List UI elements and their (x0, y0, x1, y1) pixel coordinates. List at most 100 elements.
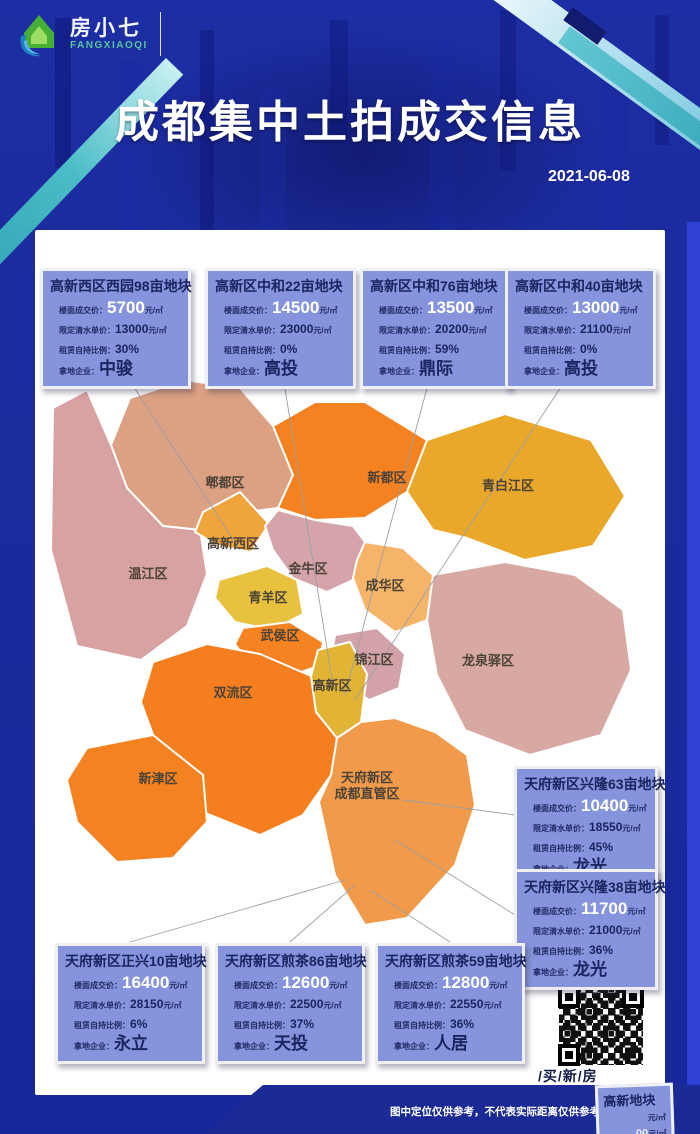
floor-price-label: 楼面成交价： (59, 306, 107, 315)
limit-price-value: 23000 (280, 321, 314, 336)
limit-price-unit: 元/㎡ (163, 1000, 182, 1010)
limit-price-label: 限定清水单价： (224, 325, 280, 335)
limit-price-unit: 元/㎡ (323, 1000, 342, 1010)
logo-text-zh: 房小七 (70, 16, 142, 40)
land-plot-card: 天府新区兴隆38亩地块 楼面成交价：11700元/㎡ 限定清水单价：21000元… (514, 869, 666, 991)
limit-price-unit: 元/㎡ (622, 823, 641, 833)
limit-price-unit: 元/㎡ (483, 1000, 502, 1010)
floor-price-label: 楼面成交价： (533, 907, 581, 916)
company-label: 拿地企业： (224, 367, 264, 377)
self-hold-ratio-label: 租赁自持比例： (234, 1020, 290, 1030)
company-label: 拿地企业： (234, 1042, 274, 1052)
brand-logo: 房小七 FANGXIAOQI (16, 8, 161, 60)
self-hold-ratio-value: 37% (290, 1016, 315, 1031)
floor-price-unit: 元/㎡ (169, 981, 188, 990)
limit-price-value: 18550 (589, 819, 623, 834)
company-label: 拿地企业： (74, 1042, 114, 1052)
plot-title: 天府新区兴隆63亩地块 (524, 776, 666, 792)
floor-price-unit: 元/㎡ (474, 306, 493, 315)
district-label-longquanyi: 龙泉驿区 (462, 653, 514, 668)
limit-price-label: 限定清水单价： (524, 325, 580, 335)
land-plot-card: 天府新区正兴10亩地块 楼面成交价：16400元/㎡ 限定清水单价：28150元… (55, 943, 207, 1065)
floor-price-value: 13000 (572, 298, 620, 317)
company-value: 高投 (264, 359, 298, 379)
plot-title: 天府新区正兴10亩地块 (65, 953, 207, 969)
floor-price-value: 13500 (427, 298, 475, 317)
land-plot-card: 天府新区兴隆63亩地块 楼面成交价：10400元/㎡ 限定清水单价：18550元… (514, 766, 666, 888)
self-hold-ratio-value: 6% (130, 1016, 148, 1031)
floor-price-value: 16400 (122, 973, 170, 992)
self-hold-ratio-label: 租赁自持比例： (533, 946, 589, 956)
company-value: 永立 (114, 1034, 148, 1054)
self-hold-ratio-value: 30% (115, 341, 140, 356)
house-logo-icon (20, 15, 54, 57)
district-label-xinjin: 新津区 (138, 771, 177, 786)
limit-price-label: 限定清水单价： (234, 1000, 290, 1010)
plot-title: 高新西区西园98亩地块 (50, 278, 192, 294)
plot-title: 高新区中和22亩地块 (215, 278, 343, 294)
company-value: 鼎际 (419, 359, 453, 379)
limit-price-label: 限定清水单价： (533, 823, 589, 833)
district-label-pidu: 郫都区 (205, 475, 244, 490)
limit-price-label: 限定清水单价： (533, 926, 589, 936)
floor-price-unit: 元/㎡ (619, 306, 638, 315)
floor-price-label: 楼面成交价： (394, 981, 442, 990)
company-label: 拿地企业： (533, 968, 573, 978)
company-value: 人居 (434, 1034, 468, 1054)
self-hold-ratio-value: 36% (589, 942, 614, 957)
district-label-gaoxinxi: 高新西区 (207, 536, 259, 551)
floor-price-label: 楼面成交价： (74, 981, 122, 990)
qr-code (556, 984, 646, 1068)
floor-price-label: 楼面成交价： (533, 804, 581, 813)
district-label-wenjiang: 温江区 (128, 566, 167, 581)
limit-price-label: 限定清水单价： (59, 325, 115, 335)
plot-title: 高新地块 (603, 1092, 656, 1110)
self-hold-ratio-label: 租赁自持比例： (224, 345, 280, 355)
self-hold-ratio-label: 租赁自持比例： (533, 843, 589, 853)
company-value: 中骏 (99, 359, 133, 379)
limit-fragment: 00元/㎡ (604, 1127, 667, 1134)
floor-price-label: 楼面成交价： (524, 306, 572, 315)
self-hold-ratio-value: 0% (280, 341, 298, 356)
land-plot-card: 高新区中和76亩地块 楼面成交价：13500元/㎡ 限定清水单价：20200元/… (360, 268, 511, 390)
district-label-jinniu: 金牛区 (287, 561, 327, 576)
limit-fragment-number: 00 (635, 1127, 649, 1134)
district-label-xindu: 新都区 (367, 470, 406, 485)
district-label-chenghua: 成华区 (365, 578, 404, 593)
plot-title: 天府新区煎茶86亩地块 (225, 953, 367, 969)
company-value: 高投 (564, 359, 598, 379)
floor-price-unit: 元/㎡ (627, 907, 646, 916)
floor-price-value: 11700 (581, 899, 628, 918)
floor-price-value: 10400 (581, 796, 629, 815)
self-hold-ratio-label: 租赁自持比例： (59, 345, 115, 355)
self-hold-ratio-value: 59% (435, 341, 460, 356)
page-title: 成都集中土拍成交信息 (115, 98, 585, 147)
floor-price-unit: 元/㎡ (329, 981, 348, 990)
limit-price-unit: 元/㎡ (468, 325, 487, 335)
plot-title: 天府新区煎茶59亩地块 (385, 953, 527, 969)
limit-price-unit: 元/㎡ (622, 926, 641, 936)
self-hold-ratio-label: 租赁自持比例： (394, 1020, 450, 1030)
floor-price-unit: 元/㎡ (319, 306, 338, 315)
self-hold-ratio-label: 租赁自持比例： (524, 345, 580, 355)
floor-price-value: 5700 (107, 298, 145, 317)
floor-price-unit: 元/㎡ (489, 981, 508, 990)
limit-price-value: 20200 (435, 321, 469, 336)
plot-title: 天府新区兴隆38亩地块 (524, 879, 666, 895)
floor-price-label: 楼面成交价： (224, 306, 272, 315)
limit-price-unit: 元/㎡ (313, 325, 332, 335)
logo-text-en: FANGXIAOQI (70, 39, 148, 51)
disclaimer-text: 图中定位仅供参考，不代表实际距离仅供参考实际距离 (390, 1106, 642, 1118)
self-hold-ratio-label: 租赁自持比例： (74, 1020, 130, 1030)
limit-price-label: 限定清水单价： (379, 325, 435, 335)
floor-price-value: 12800 (442, 973, 490, 992)
company-label: 拿地企业： (524, 367, 564, 377)
self-hold-ratio-value: 0% (580, 341, 598, 356)
district-label-shuangliu: 双流区 (213, 685, 252, 700)
land-plot-card: 天府新区煎茶86亩地块 楼面成交价：12600元/㎡ 限定清水单价：22500元… (215, 943, 367, 1065)
company-value: 龙光 (573, 960, 607, 980)
qr-caption: /买/新/房 (538, 1068, 598, 1084)
limit-price-unit: 元/㎡ (612, 325, 631, 335)
